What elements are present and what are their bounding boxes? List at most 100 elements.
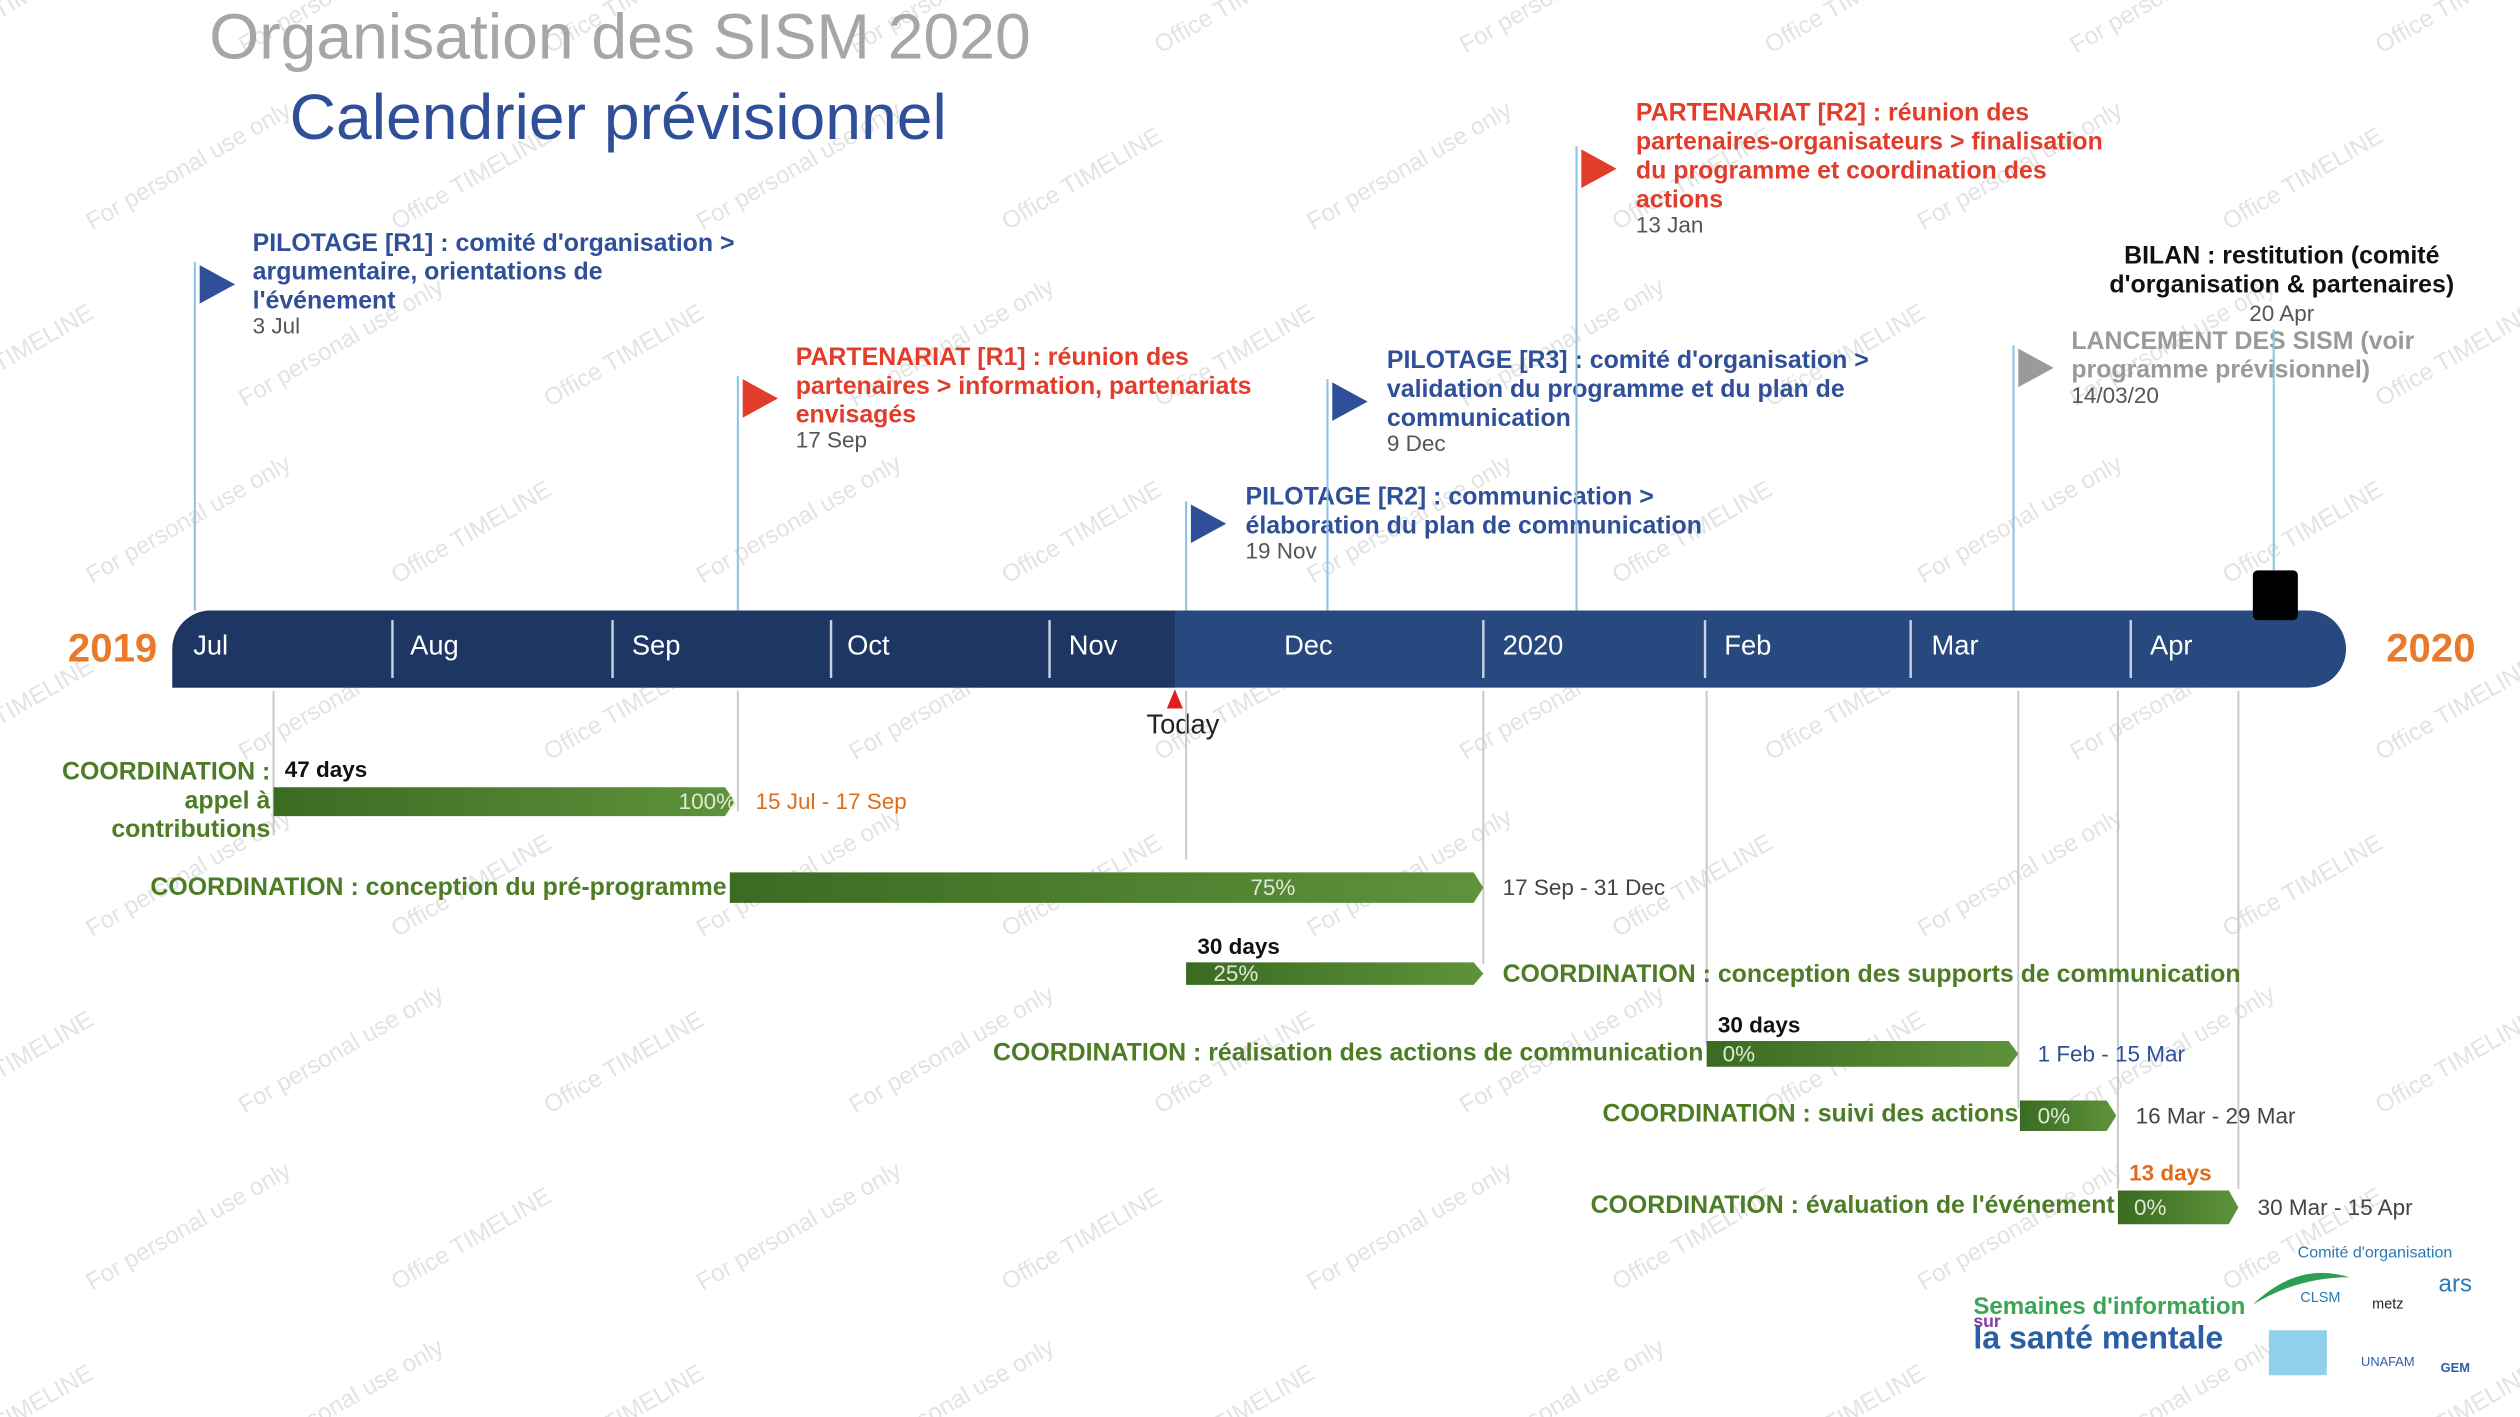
task-label: COORDINATION : (62, 757, 270, 785)
milestone-title: BILAN : restitution (comité (2124, 242, 2439, 270)
milestone-title: PARTENARIAT [R2] : réunion des (1636, 99, 2029, 127)
task-duration: 30 days (1197, 934, 1280, 959)
watermark: Office TIMELINE (997, 1183, 1166, 1296)
milestone-title: du programme et coordination des (1636, 156, 2047, 184)
task-label: COORDINATION : réalisation des actions d… (993, 1038, 1703, 1066)
milestone-title: PARTENARIAT [R1] : réunion des (796, 343, 1189, 371)
title: Organisation des SISM 2020 (209, 1, 1030, 73)
milestone-date: 14/03/20 (2071, 383, 2159, 408)
milestone-flag (1190, 504, 1227, 544)
watermark: Office TIMELINE (2371, 0, 2520, 59)
logo-text: ars (2439, 1271, 2472, 1298)
milestone-date: 17 Sep (796, 428, 867, 453)
watermark: For personal use only (1455, 1334, 1669, 1417)
watermark: For personal use only (1455, 0, 1669, 59)
milestone-title: validation du programme et du plan de (1387, 375, 1845, 403)
milestone-title: élaboration du plan de communication (1246, 512, 1702, 540)
milestone-title: PILOTAGE [R3] : comité d'organisation > (1387, 346, 1869, 374)
watermark: Office TIMELINE (387, 1183, 556, 1296)
logo-swoosh (2252, 1272, 2350, 1305)
watermark: For personal use only (1913, 450, 2127, 589)
task-label: COORDINATION : conception des supports d… (1503, 960, 2241, 988)
milestone-date: 19 Nov (1246, 539, 1318, 564)
milestone-title: programme prévisionnel) (2071, 356, 2370, 384)
watermark: For personal use only (845, 1334, 1059, 1417)
month-label: Mar (1932, 630, 1979, 661)
end-milestone-marker (2252, 570, 2298, 621)
task-dates: 16 Mar - 29 Mar (2136, 1103, 2296, 1128)
today-marker (1166, 689, 1183, 709)
logos: Comité d'organisation Semaines d'informa… (1973, 1243, 2472, 1376)
watermark: Office TIMELINE (2371, 1006, 2520, 1119)
task-bar (2019, 1100, 2117, 1132)
watermark: Office TIMELINE (2218, 829, 2387, 942)
end-year: 2020 (2386, 625, 2475, 670)
task-percent: 0% (2134, 1195, 2167, 1220)
task-label: COORDINATION : conception du pré-program… (150, 873, 726, 901)
logo-text: UNAFAM (2361, 1354, 2415, 1369)
watermark: Office TIMELINE (0, 1359, 98, 1417)
task-bar (2117, 1190, 2239, 1225)
watermark: Office TIMELINE (387, 476, 556, 589)
milestone-title: PILOTAGE [R1] : comité d'organisation > (253, 229, 735, 257)
milestone-flag (199, 265, 236, 304)
watermark: Office TIMELINE (1150, 1359, 1319, 1417)
milestone-date: 20 Apr (2249, 301, 2315, 326)
watermark: For personal use only (692, 450, 906, 589)
month-label: Jul (193, 630, 228, 661)
task-duration: 30 days (1718, 1013, 1801, 1038)
watermark: For personal use only (692, 1157, 906, 1296)
month-label: Apr (2150, 630, 2192, 661)
milestone-title: partenaires > information, partenariats (796, 372, 1252, 400)
logo-text: metz (2372, 1296, 2403, 1312)
month-label: 2020 (1503, 630, 1564, 661)
logo-box (2268, 1330, 2327, 1376)
month-label: Aug (410, 630, 459, 661)
subtitle: Calendrier prévisionnel (290, 81, 947, 153)
watermark: Office TIMELINE (2218, 476, 2387, 589)
milestone-title: partenaires-organisateurs > finalisation (1636, 128, 2103, 156)
task-duration: 47 days (285, 757, 368, 782)
month-label: Sep (632, 630, 681, 661)
watermark: Office TIMELINE (0, 1006, 98, 1119)
watermark: Office TIMELINE (2371, 299, 2520, 412)
watermark: Office TIMELINE (2218, 122, 2387, 235)
milestone-title: l'événement (253, 287, 396, 315)
milestone-date: 13 Jan (1636, 212, 1704, 237)
task-label: appel à (185, 786, 271, 814)
milestone-flag (1332, 382, 1368, 421)
elapsed-band (172, 610, 1175, 688)
milestone-title: envisagés (796, 401, 916, 429)
month-label: Dec (1284, 630, 1333, 661)
milestone-flag (2018, 348, 2054, 388)
task-percent: 100% (679, 789, 737, 814)
watermark: Office TIMELINE (0, 299, 98, 412)
watermark: Office TIMELINE (997, 476, 1166, 589)
task-percent: 0% (2038, 1103, 2071, 1128)
logo-text: la santé mentale (1973, 1319, 2223, 1355)
task-dates: 1 Feb - 15 Mar (2038, 1041, 2186, 1066)
watermark: For personal use only (234, 980, 448, 1119)
watermark: Office TIMELINE (539, 1359, 708, 1417)
milestone-date: 9 Dec (1387, 431, 1446, 456)
task-label: COORDINATION : évaluation de l'événement (1591, 1191, 2115, 1219)
watermark: For personal use only (2066, 0, 2280, 59)
watermark: For personal use only (1913, 803, 2127, 942)
watermark: Office TIMELINE (1760, 1359, 1929, 1417)
task-label: contributions (111, 815, 270, 843)
task-dates: 15 Jul - 17 Sep (756, 789, 907, 814)
task-duration: 13 days (2129, 1160, 2212, 1185)
start-year: 2019 (68, 625, 157, 670)
milestone-date: 3 Jul (253, 314, 300, 339)
watermark: For personal use only (81, 450, 295, 589)
logo-text: CLSM (2300, 1290, 2340, 1306)
logo-text: Comité d'organisation (2298, 1243, 2453, 1261)
milestone-title: LANCEMENT DES SISM (voir (2071, 327, 2414, 355)
watermark: Office TIMELINE (1150, 0, 1319, 59)
milestone-title: d'organisation & partenaires) (2109, 271, 2454, 299)
task-percent: 75% (1250, 875, 1295, 900)
logo-text: GEM (2441, 1360, 2470, 1375)
milestone-title: actions (1636, 185, 1723, 213)
milestone-title: PILOTAGE [R2] : communication > (1246, 483, 1654, 511)
